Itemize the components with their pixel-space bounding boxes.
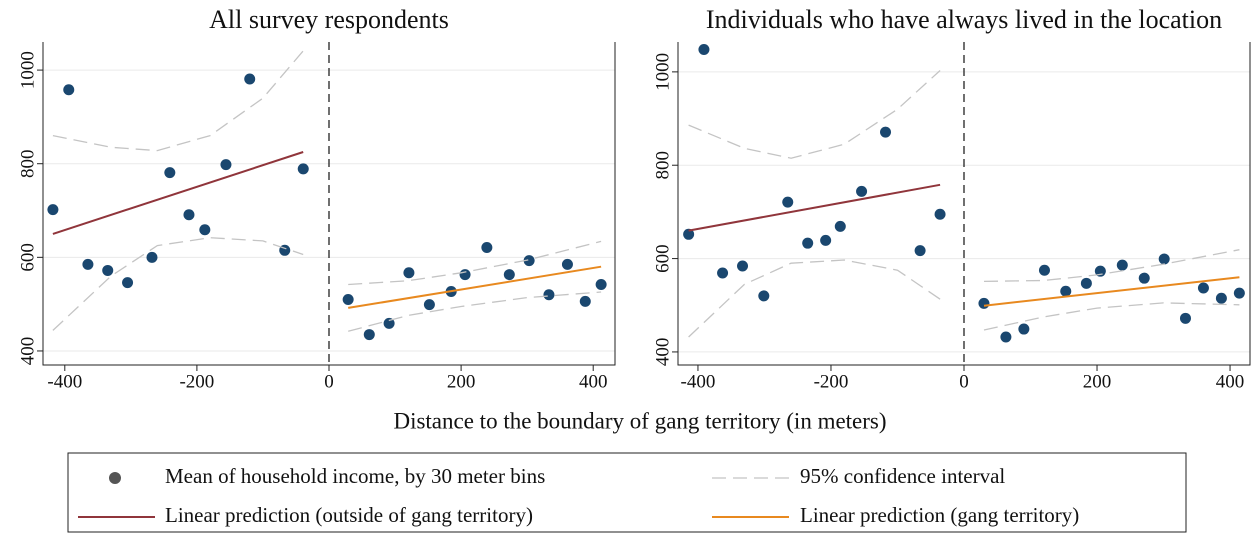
chart-title: Individuals who have always lived in the… bbox=[706, 5, 1222, 34]
ci-line bbox=[52, 237, 304, 331]
data-point bbox=[880, 126, 892, 138]
data-point bbox=[1018, 323, 1030, 335]
data-point bbox=[1215, 292, 1227, 304]
data-point bbox=[737, 260, 749, 272]
data-point bbox=[164, 167, 176, 179]
ci-line bbox=[688, 70, 941, 159]
data-point bbox=[934, 208, 946, 220]
data-point bbox=[698, 43, 710, 55]
y-tick-label: 800 bbox=[17, 149, 38, 178]
data-point bbox=[543, 289, 555, 301]
data-point bbox=[383, 317, 395, 329]
data-point bbox=[82, 258, 94, 270]
x-tick-label: -400 bbox=[47, 371, 82, 392]
data-point bbox=[459, 269, 471, 281]
data-point bbox=[1179, 312, 1191, 324]
data-point bbox=[244, 73, 256, 85]
data-point bbox=[363, 329, 375, 341]
ci-line bbox=[52, 50, 304, 152]
x-tick-label: 200 bbox=[1083, 371, 1112, 392]
legend-box bbox=[67, 452, 1187, 533]
data-point bbox=[523, 255, 535, 267]
data-point bbox=[820, 234, 832, 246]
data-point bbox=[183, 209, 195, 221]
x-tick-label: 400 bbox=[1216, 371, 1245, 392]
data-point bbox=[403, 267, 415, 279]
data-point bbox=[717, 267, 729, 279]
data-point bbox=[146, 251, 158, 263]
data-point bbox=[1158, 253, 1170, 265]
axes bbox=[677, 42, 1251, 366]
data-point bbox=[1080, 277, 1092, 289]
x-tick-label: 0 bbox=[959, 371, 969, 392]
data-point bbox=[1094, 265, 1106, 277]
fit-line bbox=[348, 265, 602, 309]
x-tick-label: 400 bbox=[579, 371, 608, 392]
y-tick-label: 800 bbox=[652, 151, 673, 180]
data-point bbox=[63, 84, 75, 96]
data-point bbox=[856, 185, 868, 197]
fit-line bbox=[688, 183, 941, 232]
ci-line bbox=[983, 302, 1240, 331]
data-point bbox=[481, 242, 493, 254]
legend-label: Linear prediction (gang territory) bbox=[800, 503, 1079, 527]
y-tick-label: 400 bbox=[652, 338, 673, 367]
data-point bbox=[122, 277, 134, 289]
data-point bbox=[1233, 287, 1245, 299]
data-point bbox=[503, 269, 515, 281]
ci-line bbox=[348, 240, 602, 286]
data-point bbox=[102, 264, 114, 276]
legend-marker bbox=[109, 472, 121, 484]
data-point bbox=[782, 196, 794, 208]
data-point bbox=[1197, 282, 1209, 294]
chart-title: All survey respondents bbox=[209, 5, 449, 34]
legend-label: 95% confidence interval bbox=[800, 464, 1005, 488]
data-point bbox=[834, 220, 846, 232]
data-point bbox=[342, 293, 354, 305]
axes bbox=[42, 42, 616, 366]
legend-label: Linear prediction (outside of gang terri… bbox=[165, 503, 533, 527]
fit-line bbox=[983, 276, 1240, 307]
y-tick-label: 600 bbox=[17, 243, 38, 272]
ci-line bbox=[983, 249, 1240, 283]
data-point bbox=[683, 228, 695, 240]
x-tick-label: -200 bbox=[179, 371, 214, 392]
x-tick-label: -200 bbox=[814, 371, 849, 392]
data-point bbox=[1116, 259, 1128, 271]
x-tick-label: -400 bbox=[681, 371, 716, 392]
y-tick-label: 1000 bbox=[17, 51, 38, 89]
x-tick-label: 200 bbox=[447, 371, 476, 392]
legend-label: Mean of household income, by 30 meter bi… bbox=[165, 464, 545, 488]
data-point bbox=[595, 278, 607, 290]
x-axis-label: Distance to the boundary of gang territo… bbox=[393, 408, 886, 433]
x-tick-label: 0 bbox=[324, 371, 334, 392]
data-point bbox=[978, 297, 990, 309]
data-point bbox=[1000, 331, 1012, 343]
data-point bbox=[423, 299, 435, 311]
data-point bbox=[199, 224, 211, 236]
data-point bbox=[297, 163, 309, 175]
y-tick-label: 600 bbox=[652, 244, 673, 273]
data-point bbox=[1138, 272, 1150, 284]
data-point bbox=[1038, 264, 1050, 276]
data-point bbox=[758, 290, 770, 302]
fit-line bbox=[52, 151, 304, 235]
data-point bbox=[579, 295, 591, 307]
data-point bbox=[47, 204, 59, 216]
data-point bbox=[220, 159, 232, 171]
data-point bbox=[802, 237, 814, 249]
y-tick-label: 1000 bbox=[652, 53, 673, 91]
data-point bbox=[914, 245, 926, 257]
ci-line bbox=[688, 259, 941, 338]
y-tick-label: 400 bbox=[17, 337, 38, 366]
data-point bbox=[1060, 285, 1072, 297]
data-point bbox=[561, 258, 573, 270]
ci-line bbox=[348, 291, 602, 332]
